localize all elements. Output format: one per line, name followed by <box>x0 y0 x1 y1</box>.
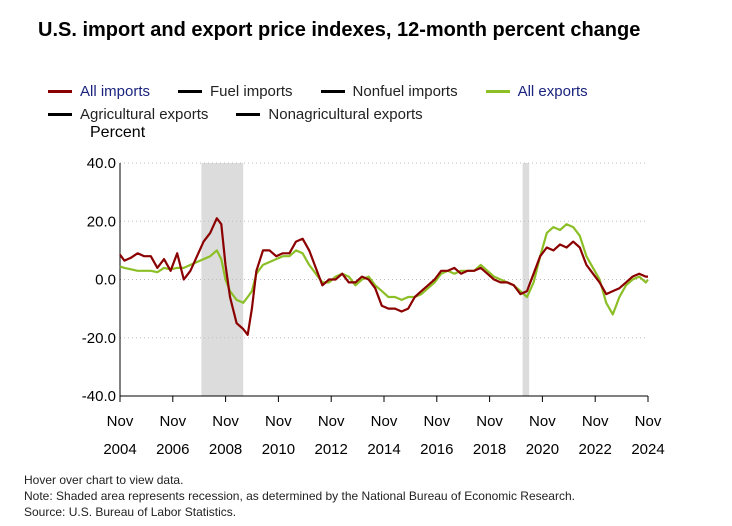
x-tick-label-year: 2024 <box>631 441 664 458</box>
x-tick-label-month: Nov <box>423 413 450 430</box>
x-tick-label-year: 2006 <box>156 441 189 458</box>
legend-row-2: Agricultural exports Nonagricultural exp… <box>48 103 688 126</box>
source-note: Source: U.S. Bureau of Labor Statistics. <box>24 505 237 519</box>
legend-label-all-imports: All imports <box>80 83 151 100</box>
legend-item-fuel-imports[interactable]: Fuel imports <box>178 83 293 100</box>
chart-title: U.S. import and export price indexes, 12… <box>38 19 641 41</box>
series-line-all-exports <box>119 223 649 316</box>
legend-label-nonfuel-imports: Nonfuel imports <box>352 83 458 100</box>
x-tick-label-month: Nov <box>529 413 556 430</box>
x-tick-label-year: 2014 <box>367 441 400 458</box>
legend-item-agricultural-exports[interactable]: Agricultural exports <box>48 106 208 123</box>
y-tick-label: 40.0 <box>87 155 116 172</box>
x-tick-label-year: 2022 <box>579 441 612 458</box>
legend-label-all-exports: All exports <box>517 83 588 100</box>
y-tick-label: 0.0 <box>95 272 116 289</box>
legend-swatch-nonfuel-imports <box>320 90 345 93</box>
recession-note: Note: Shaded area represents recession, … <box>24 489 575 503</box>
legend-row-1: All imports Fuel imports Nonfuel imports… <box>48 80 688 103</box>
x-tick-label-month: Nov <box>476 413 503 430</box>
x-tick-label-month: Nov <box>107 413 134 430</box>
x-tick-label-month: Nov <box>318 413 345 430</box>
x-tick-label-year: 2012 <box>315 441 348 458</box>
y-tick-label: -40.0 <box>82 388 116 405</box>
x-tick-label-year: 2020 <box>526 441 559 458</box>
legend-label-nonagricultural-exports: Nonagricultural exports <box>268 106 423 123</box>
legend-item-nonfuel-imports[interactable]: Nonfuel imports <box>320 83 458 100</box>
y-axis-label: Percent <box>90 124 146 141</box>
series-line-all-imports <box>119 217 648 336</box>
x-tick-label-year: 2008 <box>209 441 242 458</box>
chart-legend: All imports Fuel imports Nonfuel imports… <box>48 80 688 126</box>
y-tick-label: 20.0 <box>87 213 116 230</box>
legend-swatch-agricultural-exports <box>48 113 72 116</box>
legend-swatch-fuel-imports <box>178 90 203 93</box>
legend-label-agricultural-exports: Agricultural exports <box>80 106 209 123</box>
legend-item-nonagricultural-exports[interactable]: Nonagricultural exports <box>236 106 423 123</box>
y-tick-label: -20.0 <box>82 330 116 347</box>
x-tick-label-month: Nov <box>635 413 662 430</box>
line-chart[interactable]: -40.0 -20.0 0.0 20.0 40.0 Nov 2004 Nov 2006 Nov 20… <box>0 0 732 470</box>
hover-hint: Hover over chart to view data. <box>24 473 184 487</box>
recession-band-2 <box>522 163 530 396</box>
legend-item-all-exports[interactable]: All exports <box>485 83 588 100</box>
legend-swatch-nonagricultural-exports <box>236 113 261 116</box>
x-tick-label-month: Nov <box>371 413 398 430</box>
legend-swatch-all-exports <box>485 90 510 93</box>
x-tick-label-year: 2004 <box>103 441 136 458</box>
x-tick-label-month: Nov <box>159 413 186 430</box>
x-tick-label-year: 2016 <box>420 441 453 458</box>
x-tick-label-month: Nov <box>265 413 292 430</box>
x-tick-label-year: 2010 <box>262 441 295 458</box>
x-tick-label-month: Nov <box>582 413 609 430</box>
legend-label-fuel-imports: Fuel imports <box>210 83 293 100</box>
legend-swatch-all-imports <box>48 90 72 93</box>
x-tick-label-month: Nov <box>212 413 239 430</box>
x-tick-label-year: 2018 <box>473 441 506 458</box>
legend-item-all-imports[interactable]: All imports <box>48 83 150 100</box>
